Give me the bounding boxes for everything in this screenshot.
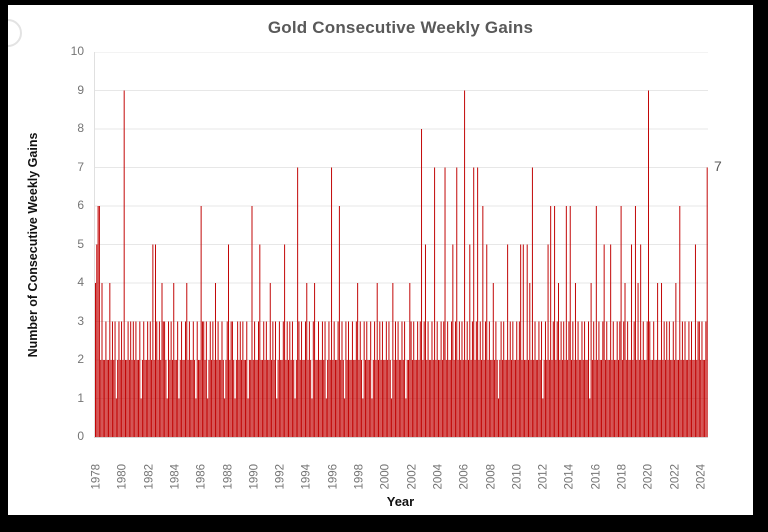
y-tick-label: 9	[77, 82, 84, 97]
y-tick-label: 5	[77, 236, 84, 251]
x-axis-title: Year	[386, 494, 415, 509]
y-tick-label: 3	[77, 313, 84, 328]
x-tick-label: 2020	[642, 463, 655, 490]
x-tick-label: 2016	[590, 463, 603, 490]
x-tick-label: 1994	[300, 463, 313, 490]
y-tick-label: 7	[77, 159, 84, 174]
x-tick-label: 1982	[143, 463, 156, 490]
y-tick-label: 10	[70, 44, 84, 58]
last-bar-value-label: 7	[714, 157, 722, 174]
y-tick-label: 4	[77, 275, 84, 289]
cursor-circle-artifact	[8, 19, 22, 47]
x-tick-label: 1984	[169, 463, 182, 490]
x-tick-label: 2022	[669, 463, 682, 490]
x-tick-label: 2024	[695, 463, 708, 490]
x-tick-label: 1978	[90, 463, 103, 490]
y-tick-label: 2	[77, 352, 84, 366]
y-tick-label: 0	[77, 429, 84, 443]
y-tick-label: 1	[77, 390, 84, 405]
x-tick-label: 2004	[432, 463, 445, 490]
x-tick-label: 2012	[537, 463, 550, 490]
y-tick-label: 6	[77, 198, 84, 212]
x-tick-label: 2018	[616, 463, 629, 490]
chart-canvas: Gold Consecutive Weekly Gains Number of …	[8, 5, 753, 515]
y-tick-label: 8	[77, 121, 84, 135]
x-tick-label: 2010	[511, 463, 524, 490]
x-tick-label: 2008	[485, 463, 498, 490]
x-tick-label: 2006	[458, 463, 471, 490]
x-tick-label: 1986	[195, 463, 208, 490]
x-tick-label: 1990	[248, 463, 261, 490]
bars-svg	[95, 52, 708, 437]
x-tick-label: 1992	[274, 463, 287, 490]
x-tick-label: 1996	[327, 463, 340, 490]
x-tick-label: 1988	[222, 463, 235, 490]
x-tick-label: 1998	[353, 463, 366, 490]
x-tick-label: 1980	[116, 463, 129, 490]
x-tick-label: 2002	[406, 463, 419, 490]
x-tick-label: 2000	[379, 463, 392, 490]
x-tick-label: 2014	[563, 463, 576, 490]
plot-area	[94, 52, 708, 438]
chart-title: Gold Consecutive Weekly Gains	[267, 18, 534, 37]
